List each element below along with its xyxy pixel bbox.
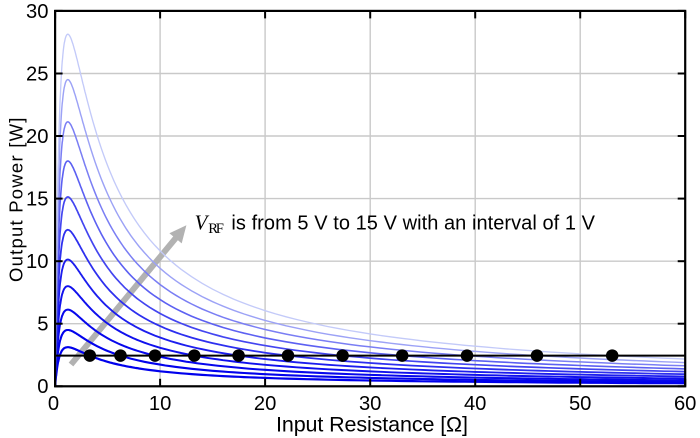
- svg-text:20: 20: [26, 126, 48, 148]
- svg-text:25: 25: [26, 63, 48, 85]
- svg-text:50: 50: [569, 393, 591, 415]
- svg-text:20: 20: [254, 393, 276, 415]
- svg-text:15: 15: [26, 189, 48, 211]
- svg-text:0: 0: [48, 393, 59, 415]
- svg-text:Input Resistance [Ω]: Input Resistance [Ω]: [276, 412, 468, 436]
- svg-text:40: 40: [464, 393, 486, 415]
- svg-text:0: 0: [37, 376, 48, 398]
- svg-text:Output Power [W]: Output Power [W]: [6, 118, 27, 282]
- svg-text:30: 30: [26, 1, 48, 23]
- svg-text:30: 30: [359, 393, 381, 415]
- svg-text:is from 5 V to 15 V with an in: is from 5 V to 15 V with an interval of …: [231, 212, 595, 234]
- svg-text:V: V: [195, 211, 210, 234]
- svg-text:5: 5: [37, 314, 48, 336]
- svg-text:10: 10: [149, 393, 171, 415]
- svg-text:10: 10: [26, 251, 48, 273]
- svg-text:60: 60: [674, 393, 696, 415]
- svg-text:RF: RF: [208, 221, 224, 237]
